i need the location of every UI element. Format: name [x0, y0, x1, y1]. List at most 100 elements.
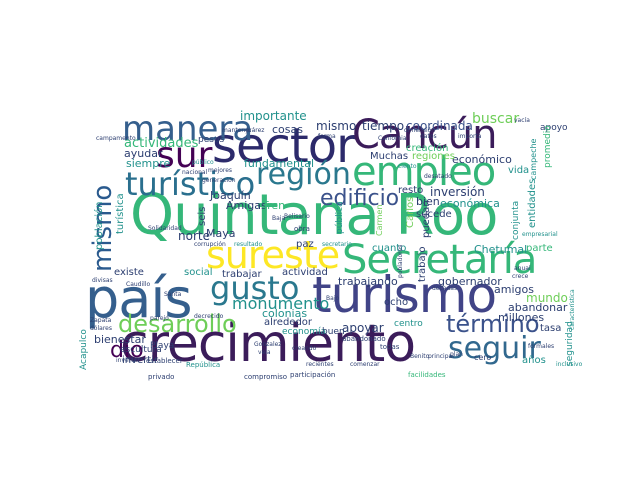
- word-social: social: [184, 267, 213, 278]
- word-santa: Santa: [164, 291, 182, 298]
- word-resultado: resultado: [234, 241, 263, 248]
- word-anual: anual: [514, 265, 531, 272]
- word-nacional: nacional: [182, 169, 208, 176]
- word-actividad: actividad: [282, 267, 328, 278]
- word-apoyar: apoyar: [342, 321, 384, 335]
- word-divisas: divisas: [92, 277, 113, 284]
- word-pobladores: pobladores: [397, 244, 404, 278]
- word-vela: vela: [258, 349, 271, 356]
- word-fundamental: fundamental: [244, 157, 315, 170]
- word-solidaridad: Solidaridad: [148, 225, 182, 232]
- word-gonzalez: Gonzalez: [254, 341, 282, 348]
- word-sector: sector: [212, 118, 356, 174]
- word-cero: cero: [474, 353, 492, 362]
- word-seis: seis: [197, 206, 208, 226]
- word-apoyo: apoyo: [540, 123, 568, 133]
- word-abandonar: abandonar: [508, 301, 568, 314]
- word-decadas: décadas: [432, 285, 458, 292]
- word-acapulco: Acapulco: [79, 329, 89, 370]
- word-buscar: buscar: [472, 111, 520, 127]
- word-pais: país: [85, 267, 193, 330]
- word-republica: República: [186, 361, 221, 369]
- word-turismo: turismo: [312, 266, 497, 324]
- word-vida: vida: [508, 165, 530, 176]
- word-benito: Benito: [410, 353, 430, 360]
- word-abandonado: abandonado: [342, 335, 386, 343]
- word-decrecido: decrecido: [194, 313, 224, 320]
- word-amigas: Amigas: [226, 199, 267, 212]
- word-todas: todas: [380, 343, 400, 351]
- word-cuanto: cuanto: [372, 243, 407, 254]
- word-creando: creando: [292, 345, 317, 352]
- word-crece: crece: [512, 273, 529, 280]
- word-alrededor: alrededor: [264, 317, 313, 328]
- word-empleo: empleo: [352, 149, 496, 195]
- word-chetumal: Chetumal: [474, 243, 528, 256]
- word-maya: Maya: [206, 227, 236, 240]
- word-gobernador: gobernador: [438, 275, 502, 288]
- word-conjunta: conjunta: [511, 200, 521, 240]
- word-economico: económico: [452, 153, 512, 166]
- word-entidades: entidades: [527, 178, 538, 228]
- word-publica: pública: [335, 201, 345, 234]
- word-crecimiento: crecimiento: [120, 314, 416, 374]
- word-principal: principal: [428, 353, 454, 360]
- word-desatado: desatado: [424, 173, 452, 180]
- word-ayudar: ayudar: [124, 147, 163, 160]
- word-cancun: Cancún: [352, 112, 497, 158]
- word-inversion: inversión: [430, 185, 485, 199]
- word-buen: buen: [322, 327, 345, 337]
- word-privado: privado: [148, 373, 175, 381]
- word-empresarial: empresarial: [522, 231, 558, 238]
- word-ciento: ciento: [398, 163, 417, 170]
- word-existe: existe: [114, 267, 144, 278]
- word-quintana-roo: Quintana Roo: [130, 183, 498, 248]
- word-california: California: [378, 135, 407, 142]
- word-importa: importa: [458, 133, 482, 140]
- word-muchas: Muchas: [370, 151, 409, 162]
- word-economia: economía: [282, 327, 326, 337]
- word-publico: público: [192, 159, 214, 166]
- word-desarrollo: desarrollo: [118, 310, 237, 338]
- word-baja: Baja: [272, 215, 286, 222]
- word-anos: años: [522, 355, 546, 366]
- word-tasa: tasa: [540, 323, 562, 334]
- word-amigos: amigos: [494, 283, 534, 296]
- word-forma: forma: [318, 133, 336, 140]
- word-playa: Playa: [150, 341, 175, 351]
- word-carlos: Carlos: [405, 196, 416, 228]
- word-secretario: secretario: [322, 241, 352, 248]
- word-puedan: puedan: [421, 200, 432, 238]
- word-termino: término: [446, 310, 540, 338]
- word-invertir: invertir: [122, 355, 159, 366]
- word-carmen: Carmen: [375, 204, 384, 236]
- word-datos: datos: [420, 133, 437, 140]
- word-invertir-small: invertir: [116, 357, 138, 364]
- word-campeche: campeche: [529, 138, 538, 180]
- word-sucede: sucede: [416, 209, 452, 220]
- word-generacion: generación: [202, 177, 236, 184]
- word-colonias: colonias: [262, 307, 308, 320]
- word-mismo: mismo: [316, 119, 357, 133]
- word-secretaria: Secretaría: [342, 237, 537, 283]
- word-comenzar: comenzar: [350, 361, 380, 368]
- word-sureste: sureste: [206, 233, 340, 277]
- word-promedio: promedio: [543, 125, 553, 168]
- word-establecer: establecer: [146, 357, 183, 365]
- word-parte: parte: [526, 243, 553, 254]
- word-importante: importante: [240, 109, 307, 123]
- word-resto: resto: [398, 185, 424, 196]
- word-corrupcion: corrupción: [194, 241, 226, 248]
- word-obra: obra: [294, 225, 310, 233]
- word-recientes: recientes: [306, 361, 334, 368]
- word-turistico: turístico: [125, 165, 256, 203]
- word-belisario: Belisario: [284, 213, 310, 220]
- word-region: región: [256, 157, 351, 192]
- word-zapata: Zapata: [90, 317, 112, 324]
- word-inclusivo: inclusivo: [556, 361, 583, 368]
- word-manera: manera: [122, 109, 254, 149]
- word-mantener: mantener: [222, 127, 252, 134]
- word-dio: dio: [110, 338, 144, 363]
- word-economica: económica: [440, 197, 500, 210]
